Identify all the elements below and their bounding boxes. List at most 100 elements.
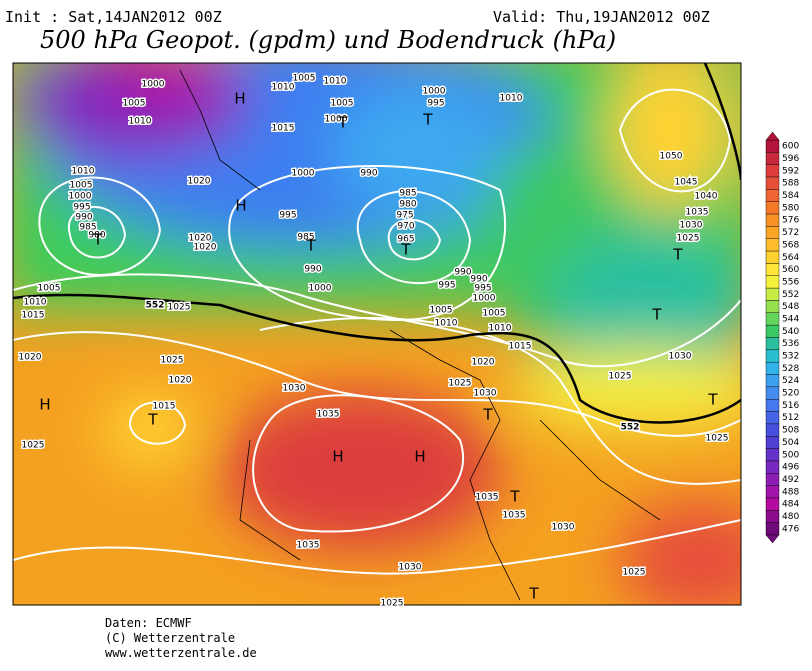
pressure-center: H	[39, 396, 50, 414]
legend-swatch	[765, 287, 780, 301]
legend-label: 596	[782, 154, 799, 164]
legend-swatch	[765, 275, 780, 289]
legend-swatch	[765, 152, 780, 165]
legend-swatch	[765, 139, 780, 153]
isobar-label: 995	[73, 203, 90, 213]
isobar-label: 1030	[399, 563, 422, 573]
isobar-label: 985	[399, 189, 416, 199]
isobar-label: 1035	[686, 208, 709, 218]
legend-label: 528	[782, 364, 799, 374]
legend-label: 540	[782, 327, 799, 337]
legend-swatch	[765, 164, 780, 178]
isobar-label: 995	[427, 99, 444, 109]
legend-label: 588	[782, 179, 799, 189]
legend-label: 548	[782, 302, 799, 312]
legend-label: 592	[782, 166, 799, 176]
pressure-center: T	[400, 241, 411, 259]
isobar-label: 1020	[189, 234, 212, 244]
isobar-label: 1005	[70, 181, 93, 191]
isobar-label: 1020	[194, 243, 217, 253]
isobar-label: 965	[397, 235, 414, 245]
legend-swatch	[765, 213, 780, 227]
pressure-center: T	[147, 411, 158, 429]
legend-label: 552	[782, 290, 799, 300]
isobar-label: 1010	[72, 167, 95, 177]
isobar-label: 1010	[272, 83, 295, 93]
isobar-label: 985	[297, 233, 314, 243]
isobar-label: 1020	[19, 353, 42, 363]
legend-swatch	[765, 361, 780, 375]
isobar-label: 1020	[188, 177, 211, 187]
legend-label: 576	[782, 216, 799, 226]
isobar-label: 1025	[677, 234, 700, 244]
legend-cap-bottom	[765, 534, 780, 544]
contour-label: 552	[146, 301, 165, 311]
isobar-label: 1030	[680, 221, 703, 231]
isobar-label: 1010	[24, 298, 47, 308]
isobar-label: 1025	[706, 434, 729, 444]
legend-label: 572	[782, 228, 799, 238]
isobar-label: 1035	[503, 511, 526, 521]
legend-label: 480	[782, 512, 799, 522]
legend-swatch	[765, 522, 780, 536]
pressure-center: H	[414, 448, 425, 466]
legend-swatch	[765, 510, 780, 523]
legend-label: 544	[782, 314, 799, 324]
isobar-label: 980	[88, 231, 105, 241]
isobar-label: 1005	[123, 99, 146, 109]
legend-label: 484	[782, 500, 799, 510]
isobar-label: 1000	[69, 192, 92, 202]
legend-swatch	[765, 399, 780, 412]
pressure-center: T	[651, 306, 662, 324]
isobar-label: 1005	[38, 284, 61, 294]
valid-time: Valid: Thu,19JAN2012 00Z	[493, 8, 710, 26]
isobar-label: 970	[397, 222, 414, 232]
isobar-label: 1000	[292, 169, 315, 179]
pressure-center: H	[234, 90, 245, 108]
legend-label: 488	[782, 487, 799, 497]
pressure-center: T	[422, 111, 433, 129]
isobar-label: 1010	[500, 94, 523, 104]
isobar-label: 1000	[423, 87, 446, 97]
legend-swatch	[765, 312, 780, 326]
pressure-center: T	[672, 246, 683, 264]
pressure-center: T	[528, 585, 539, 603]
isobar-label: 1025	[168, 303, 191, 313]
legend-label: 560	[782, 265, 799, 275]
isobar-label: 995	[438, 281, 455, 291]
legend-label: 600	[782, 142, 799, 152]
init-time: Init : Sat,14JAN2012 00Z	[5, 8, 222, 26]
legend-swatch	[765, 497, 780, 511]
isobar-label: 1015	[153, 402, 176, 412]
legend-swatch	[765, 337, 780, 351]
isobar-label: 1005	[483, 309, 506, 319]
isobar-label: 990	[454, 268, 471, 278]
isobar-label: 1000	[309, 284, 332, 294]
isobar-label: 1030	[283, 384, 306, 394]
isobar-label: 1020	[169, 376, 192, 386]
legend-label: 584	[782, 191, 799, 201]
isobar-label: 995	[474, 284, 491, 294]
isobar-label: 1000	[473, 294, 496, 304]
isobar-label: 1000	[142, 80, 165, 90]
map-field	[13, 63, 741, 605]
pressure-center: T	[482, 406, 493, 424]
legend-swatch	[765, 423, 780, 437]
isobar-label: 1005	[430, 306, 453, 316]
isobar-label: 1035	[476, 493, 499, 503]
isobar-label: 1005	[293, 74, 316, 84]
legend-swatch	[765, 250, 780, 264]
legend-label: 520	[782, 389, 799, 399]
pressure-center: H	[235, 197, 246, 215]
legend-swatch	[765, 263, 780, 276]
legend-label: 532	[782, 352, 799, 362]
isobar-label: 1035	[297, 541, 320, 551]
legend-label: 556	[782, 277, 799, 287]
isobar-label: 1030	[669, 352, 692, 362]
isobar-label: 990	[360, 169, 377, 179]
isobar-label: 1025	[381, 599, 404, 609]
isobar-label: 1040	[695, 192, 718, 202]
isobar-label: 1015	[272, 124, 295, 134]
isobar-label: 1025	[449, 379, 472, 389]
legend-label: 536	[782, 339, 799, 349]
